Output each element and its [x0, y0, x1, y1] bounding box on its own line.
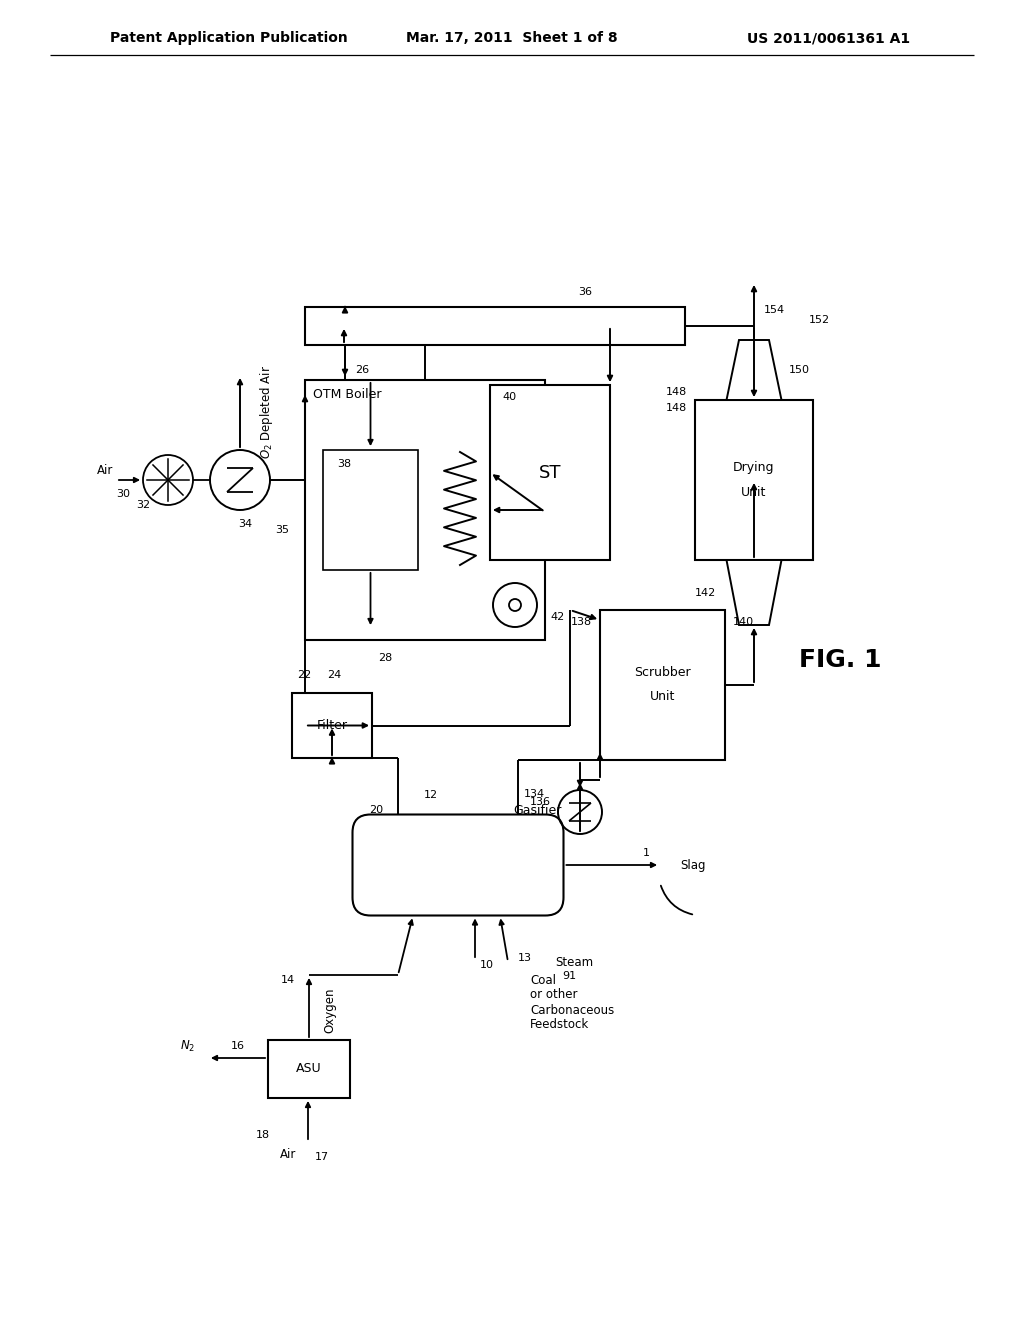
Text: OTM Boiler: OTM Boiler: [313, 388, 382, 400]
Text: 42: 42: [550, 612, 564, 622]
Text: Scrubber: Scrubber: [634, 667, 691, 680]
Bar: [292, 693, 372, 758]
Bar: [305, 308, 685, 345]
Text: 134: 134: [524, 789, 545, 799]
Text: 28: 28: [379, 653, 393, 663]
Text: 14: 14: [281, 975, 295, 985]
Text: Air: Air: [96, 463, 113, 477]
Text: 30: 30: [116, 488, 130, 499]
Text: ST: ST: [539, 463, 561, 482]
Bar: [323, 450, 418, 570]
Text: 34: 34: [238, 519, 252, 529]
Text: 13: 13: [518, 953, 532, 964]
Text: 150: 150: [790, 366, 810, 375]
Text: Filter: Filter: [316, 719, 347, 733]
Text: 12: 12: [424, 789, 438, 800]
Polygon shape: [726, 560, 781, 624]
Text: or other: or other: [530, 989, 578, 1002]
Text: 18: 18: [256, 1130, 270, 1140]
Text: $N_2$: $N_2$: [180, 1039, 195, 1053]
Text: 138: 138: [570, 616, 592, 627]
Text: 148: 148: [666, 403, 687, 413]
Text: Patent Application Publication: Patent Application Publication: [110, 30, 348, 45]
Text: 38: 38: [337, 459, 351, 469]
Polygon shape: [726, 341, 781, 400]
Text: Air: Air: [280, 1148, 296, 1162]
Text: Oxygen: Oxygen: [323, 987, 336, 1032]
Text: 17: 17: [315, 1152, 329, 1162]
Text: 26: 26: [355, 366, 369, 375]
Text: 1: 1: [643, 847, 650, 858]
Text: Slag: Slag: [680, 858, 706, 871]
Text: 136: 136: [530, 797, 551, 807]
Text: Unit: Unit: [741, 486, 767, 499]
Bar: [695, 400, 813, 560]
Text: 36: 36: [578, 286, 592, 297]
Text: 152: 152: [809, 315, 830, 325]
Text: ASU: ASU: [296, 1063, 322, 1076]
Text: 16: 16: [231, 1041, 245, 1051]
Text: Gasifier: Gasifier: [513, 804, 561, 817]
Text: Mar. 17, 2011  Sheet 1 of 8: Mar. 17, 2011 Sheet 1 of 8: [407, 30, 617, 45]
Text: 142: 142: [694, 587, 716, 598]
Text: 140: 140: [733, 616, 754, 627]
Text: 24: 24: [327, 671, 341, 680]
Bar: [268, 1040, 350, 1098]
Text: 35: 35: [275, 525, 289, 535]
Text: 20: 20: [369, 805, 383, 814]
Text: 91: 91: [562, 972, 577, 981]
Bar: [305, 380, 545, 640]
Text: Carbonaceous: Carbonaceous: [530, 1003, 614, 1016]
Bar: [600, 610, 725, 760]
Text: 148: 148: [666, 387, 687, 397]
Text: 40: 40: [502, 392, 516, 403]
Text: Feedstock: Feedstock: [530, 1019, 589, 1031]
FancyBboxPatch shape: [352, 814, 563, 916]
Text: FIG. 1: FIG. 1: [799, 648, 882, 672]
Text: Coal: Coal: [530, 974, 556, 986]
Bar: [490, 385, 610, 560]
Text: $O_2$ Depleted Air: $O_2$ Depleted Air: [258, 364, 275, 459]
Text: US 2011/0061361 A1: US 2011/0061361 A1: [746, 30, 910, 45]
Text: 10: 10: [480, 960, 494, 970]
Text: 154: 154: [764, 305, 785, 315]
Text: Drying: Drying: [733, 462, 775, 474]
Text: Unit: Unit: [650, 690, 675, 704]
Text: Steam: Steam: [555, 956, 593, 969]
Text: 32: 32: [136, 500, 151, 510]
Text: 22: 22: [297, 671, 311, 680]
